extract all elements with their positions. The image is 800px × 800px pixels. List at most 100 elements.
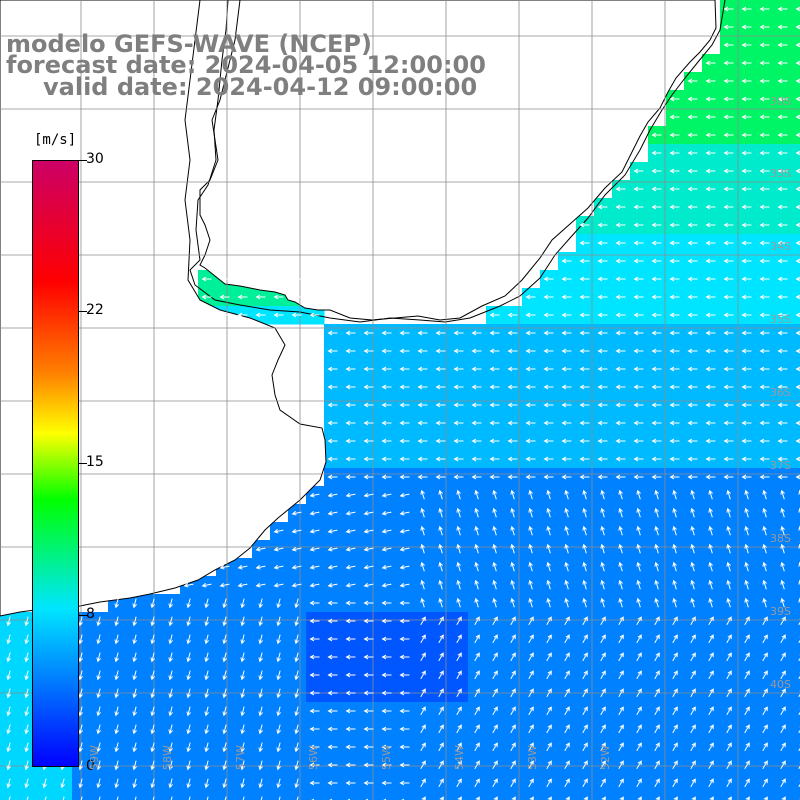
wind-arrow: [741, 276, 752, 282]
wind-arrow: [672, 724, 678, 734]
wind-arrow: [6, 742, 11, 753]
wind-arrow: [582, 706, 588, 716]
wind-arrow: [62, 796, 65, 800]
wind-arrow: [672, 778, 678, 788]
wind-arrow: [726, 670, 732, 680]
wind-arrow: [741, 240, 752, 246]
wind-arrow: [399, 438, 410, 444]
wind-arrow: [708, 507, 713, 518]
wind-arrow: [96, 634, 101, 645]
wind-arrow: [780, 652, 786, 662]
wind-arrow: [399, 672, 410, 678]
wind-arrow: [420, 688, 426, 698]
wind-arrow: [381, 546, 392, 552]
wind-arrow: [708, 489, 713, 500]
wind-arrow: [795, 258, 800, 264]
wind-arrow: [381, 780, 392, 786]
wind-arrow: [510, 561, 515, 572]
wind-arrow: [543, 474, 554, 480]
wind-arrow: [327, 564, 338, 570]
wind-arrow: [435, 438, 446, 444]
wind-arrow: [276, 598, 281, 609]
wind-arrow: [690, 525, 695, 536]
wind-arrow: [381, 564, 392, 570]
wind-arrow: [204, 706, 209, 717]
wind-arrow: [615, 420, 626, 426]
wind-arrow: [150, 598, 155, 609]
wind-arrow: [723, 78, 734, 84]
wind-speed-cell: [396, 792, 415, 800]
wind-arrow: [132, 670, 137, 681]
wind-arrow: [723, 258, 734, 264]
colorbar-label: 30: [86, 151, 104, 167]
wind-arrow: [705, 222, 716, 228]
wind-arrow: [687, 240, 698, 246]
wind-arrow: [636, 579, 641, 590]
wind-arrow: [795, 384, 800, 390]
wind-arrow: [636, 597, 641, 608]
wind-arrow: [96, 778, 101, 789]
wind-arrow: [795, 132, 800, 138]
wind-arrow: [762, 525, 767, 536]
wind-arrow: [777, 456, 788, 462]
wind-arrow: [309, 618, 320, 624]
wind-arrow: [258, 760, 263, 771]
wind-arrow: [597, 474, 608, 480]
wind-arrow: [309, 528, 320, 534]
wind-arrow: [204, 634, 209, 645]
wind-arrow: [582, 652, 588, 662]
wind-arrow: [744, 652, 750, 662]
wind-arrow: [636, 778, 642, 788]
wind-arrow: [615, 348, 626, 354]
wind-arrow: [309, 492, 320, 498]
wind-arrow: [219, 582, 230, 588]
wind-arrow: [456, 778, 462, 788]
wind-arrow: [327, 330, 338, 336]
wind-arrow: [399, 654, 410, 660]
wind-arrow: [759, 240, 770, 246]
wind-arrow: [399, 348, 410, 354]
wind-arrow: [741, 330, 752, 336]
wind-arrow: [150, 742, 155, 753]
wind-arrow: [687, 96, 698, 102]
wind-arrow: [546, 507, 551, 518]
wind-arrow: [237, 564, 248, 570]
wind-arrow: [669, 456, 680, 462]
wind-arrow: [507, 366, 518, 372]
wind-arrow: [98, 796, 101, 800]
wind-arrow: [474, 688, 480, 698]
wind-arrow: [636, 688, 642, 698]
wind-speed-cell: [756, 792, 775, 800]
wind-arrow: [672, 561, 677, 572]
wind-arrow: [579, 402, 590, 408]
wind-arrow: [705, 60, 716, 66]
wind-arrow: [294, 706, 299, 717]
wind-arrow: [363, 762, 374, 768]
wind-arrow: [309, 726, 320, 732]
wind-arrow: [543, 420, 554, 426]
wind-arrow: [543, 384, 554, 390]
lon-label: 58W: [161, 745, 174, 770]
wind-arrow: [201, 582, 212, 588]
wind-arrow: [456, 634, 462, 644]
wind-arrow: [26, 796, 29, 800]
wind-arrow: [762, 489, 767, 500]
wind-arrow: [561, 276, 572, 282]
wind-arrow: [471, 330, 482, 336]
wind-arrow: [636, 760, 642, 770]
wind-arrow: [399, 600, 410, 606]
wind-arrow: [438, 742, 444, 752]
wind-arrow: [618, 652, 624, 662]
wind-arrow: [687, 114, 698, 120]
wind-arrow: [705, 258, 716, 264]
wind-arrow: [579, 258, 590, 264]
wind-arrow: [636, 670, 642, 680]
wind-arrow: [224, 796, 227, 800]
wind-arrow: [222, 724, 227, 735]
wind-arrow: [453, 420, 464, 426]
wind-arrow: [507, 438, 518, 444]
wind-arrow: [453, 402, 464, 408]
wind-arrow: [327, 780, 338, 786]
wind-arrow: [561, 384, 572, 390]
wind-speed-cell: [720, 792, 739, 800]
